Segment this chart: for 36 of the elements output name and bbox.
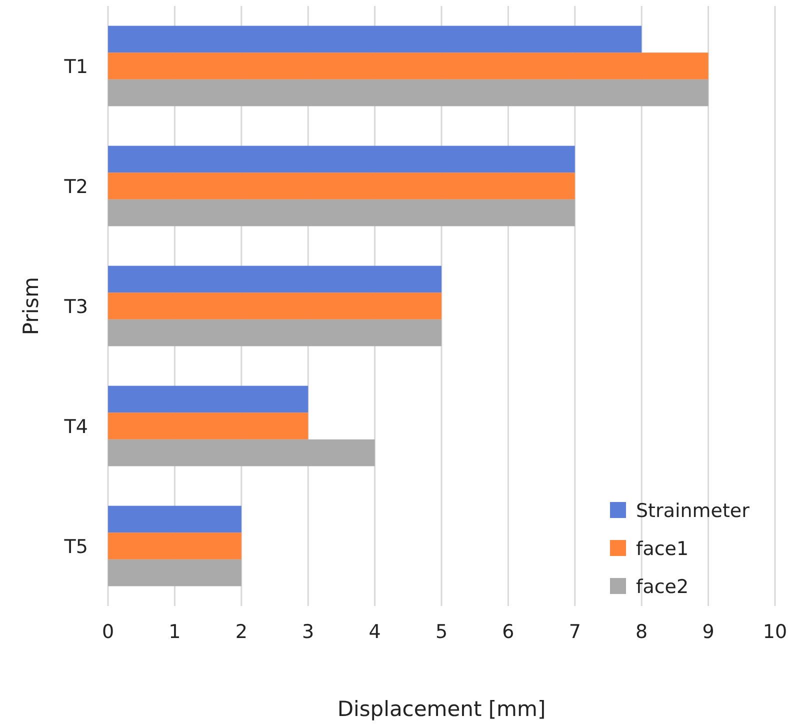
bar <box>108 26 642 53</box>
x-tick-label: 9 <box>702 621 714 643</box>
x-axis-title: Displacement [mm] <box>337 697 546 721</box>
x-tick-label: 5 <box>435 621 448 643</box>
bar <box>108 506 242 533</box>
x-tick-label: 4 <box>368 621 381 643</box>
bar <box>108 266 442 293</box>
x-tick-label: 2 <box>235 621 248 643</box>
legend-label: face2 <box>636 576 689 598</box>
y-tick-label: T2 <box>63 176 88 198</box>
x-tick-label: 6 <box>502 621 514 643</box>
bar <box>108 386 308 413</box>
x-tick-label: 10 <box>762 621 788 643</box>
bar <box>108 439 375 466</box>
bar <box>108 319 442 346</box>
x-tick-label: 1 <box>168 621 181 643</box>
bar <box>108 532 242 560</box>
y-tick-label: T4 <box>63 416 88 438</box>
bar <box>108 412 308 440</box>
bar <box>108 146 575 173</box>
x-tick-label: 7 <box>568 621 581 643</box>
y-tick-label: T5 <box>63 536 88 558</box>
bar <box>108 172 575 200</box>
legend-label: Strainmeter <box>636 500 750 522</box>
x-tick-label: 8 <box>636 621 648 643</box>
y-tick-label: T1 <box>63 56 88 78</box>
legend-label: face1 <box>636 538 689 560</box>
y-tick-label: T3 <box>63 296 88 318</box>
bar <box>108 52 708 80</box>
bar <box>108 292 442 320</box>
bar <box>108 79 708 106</box>
y-axis-title: Prism <box>19 276 43 336</box>
bar <box>108 559 242 586</box>
x-tick-label: 0 <box>102 621 114 643</box>
bar <box>108 199 575 226</box>
x-tick-label: 3 <box>302 621 314 643</box>
